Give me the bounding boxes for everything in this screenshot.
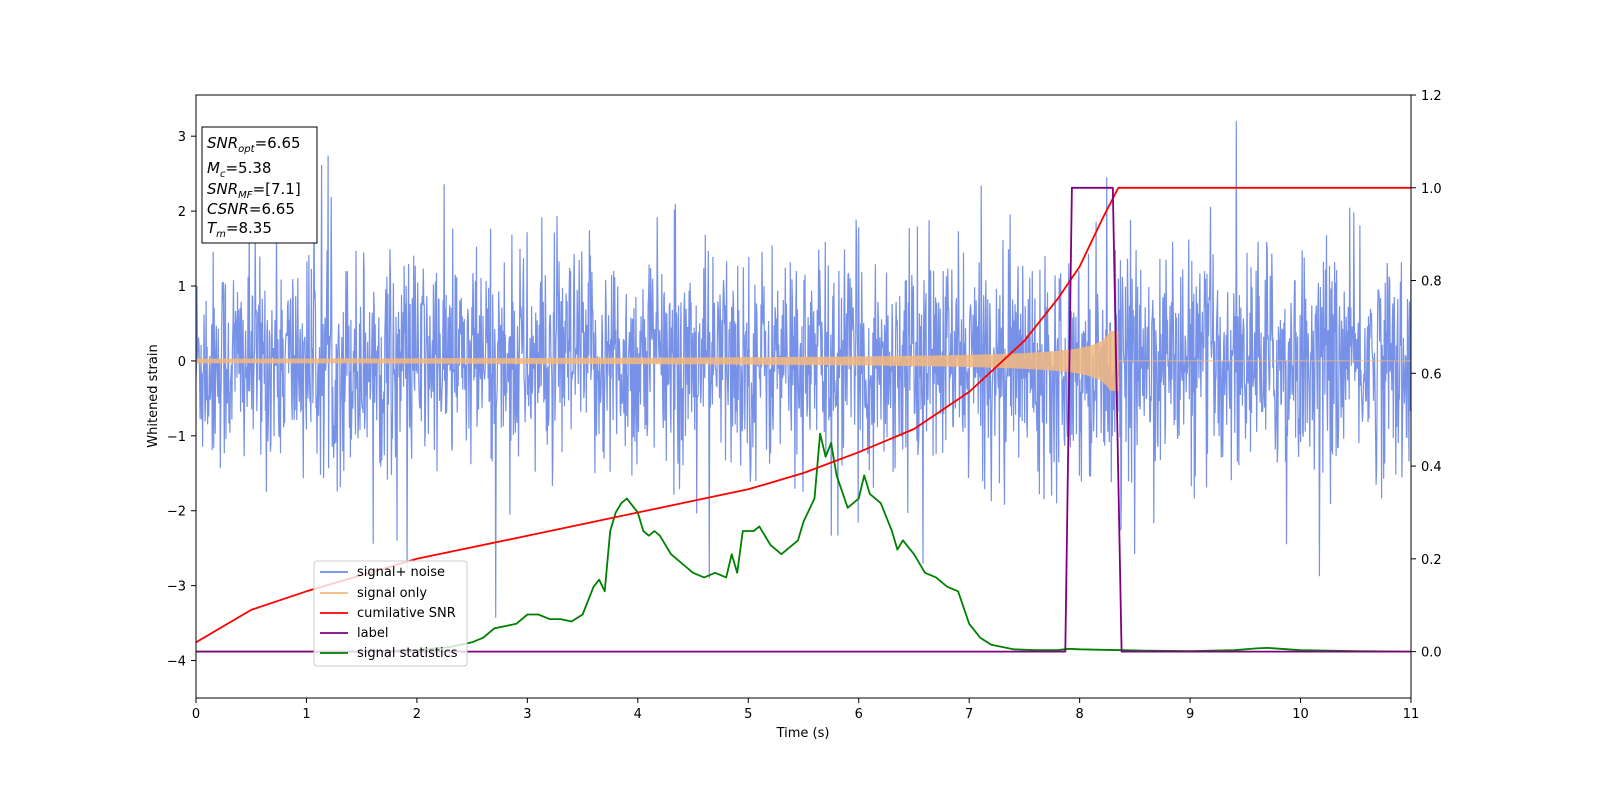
series-signal-only xyxy=(196,330,1411,391)
legend-entry-signal-noise: signal+ noise xyxy=(320,565,445,580)
x-tick-label-11: 11 xyxy=(1403,707,1420,722)
y-right-tick-label-2: 0.4 xyxy=(1421,460,1442,475)
x-tick-label-0: 0 xyxy=(192,707,200,722)
y-left-tick-label-7: 3 xyxy=(178,130,186,145)
y-left-tick-label-4: 0 xyxy=(178,355,186,370)
series-signal-statistics xyxy=(196,432,1411,653)
x-tick-label-4: 4 xyxy=(634,707,642,722)
y-right-tick-label-6: 1.2 xyxy=(1421,89,1442,104)
legend-entry-cumulative-snr: cumilative SNR xyxy=(320,606,456,621)
legend-label-signal-only: signal only xyxy=(357,586,427,601)
info-box: SNRopt=6.65 Mc=5.38 SNRMF=[7.1] CSNR=6.6… xyxy=(201,126,318,244)
plot-frame xyxy=(195,94,1412,699)
x-axis-title: Time (s) xyxy=(776,726,830,741)
x-tick-label-7: 7 xyxy=(965,707,973,722)
series-label xyxy=(196,186,1411,653)
x-tick-label-6: 6 xyxy=(855,707,863,722)
y-right-tick-label-5: 1.0 xyxy=(1421,182,1442,197)
y-axis-right: 0.0 0.2 0.4 0.6 0.8 1.0 1.2 xyxy=(1411,89,1442,661)
legend-entry-label: label xyxy=(320,626,388,641)
legend-label-label: label xyxy=(357,626,388,641)
y-left-tick-label-6: 2 xyxy=(178,205,186,220)
legend-entry-signal-statistics: signal statistics xyxy=(320,646,458,661)
y-right-tick-label-0: 0.0 xyxy=(1421,646,1442,661)
x-tick-label-8: 8 xyxy=(1075,707,1083,722)
y-axis-left: −4 −3 −2 −1 0 1 2 3 xyxy=(167,130,196,670)
y-left-tick-label-2: −2 xyxy=(167,505,186,520)
x-tick-label-10: 10 xyxy=(1292,707,1309,722)
x-tick-label-9: 9 xyxy=(1186,707,1194,722)
info-mc: Mc=5.38 xyxy=(207,159,271,180)
info-box-frame xyxy=(201,126,318,244)
info-csnr: CSNR=6.65 xyxy=(207,200,295,218)
legend-label-signal-statistics: signal statistics xyxy=(357,646,458,661)
y-right-tick-label-4: 0.8 xyxy=(1421,275,1442,290)
legend-entry-signal-only: signal only xyxy=(320,586,427,601)
y-right-tick-label-3: 0.6 xyxy=(1421,367,1442,382)
x-tick-label-2: 2 xyxy=(413,707,421,722)
y-left-tick-label-5: 1 xyxy=(178,280,186,295)
info-snr-mf: SNRMF=[7.1] xyxy=(207,180,301,201)
info-snr-opt: SNRopt=6.65 xyxy=(207,134,301,155)
series-signal-noise xyxy=(196,121,1411,618)
x-tick-label-1: 1 xyxy=(302,707,310,722)
legend-label-signal-noise: signal+ noise xyxy=(357,565,445,580)
legend-frame xyxy=(313,560,468,667)
x-tick-label-3: 3 xyxy=(523,707,531,722)
info-tm: Tm=8.35 xyxy=(207,219,272,240)
legend-label-cumulative-snr: cumilative SNR xyxy=(357,606,456,621)
y-left-tick-label-1: −3 xyxy=(167,580,186,595)
y-left-tick-label-0: −4 xyxy=(167,655,186,670)
y-axis-title: Whitened strain xyxy=(146,344,161,447)
legend: signal+ noise signal only cumilative SNR… xyxy=(313,560,468,667)
x-tick-label-5: 5 xyxy=(744,707,752,722)
y-left-tick-label-3: −1 xyxy=(167,430,186,445)
x-axis: 0 1 2 3 4 5 6 7 8 9 10 11 xyxy=(192,698,1419,722)
y-right-tick-label-1: 0.2 xyxy=(1421,553,1442,568)
